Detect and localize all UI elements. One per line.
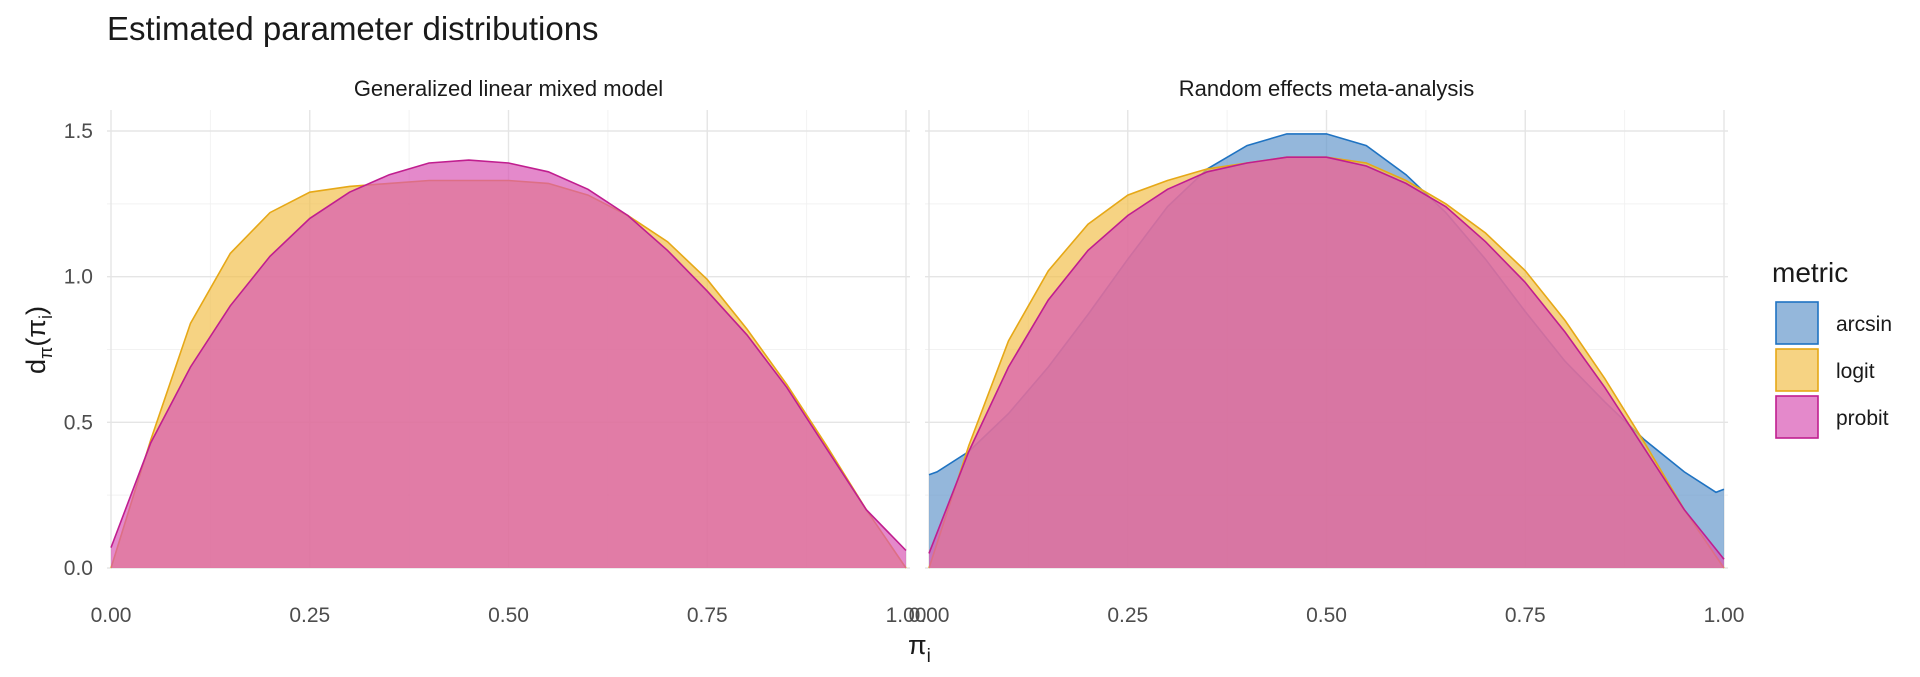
x-tick-label: 1.00 [1704,604,1745,627]
x-tick-label: 0.50 [488,604,529,627]
x-tick-label: 0.25 [1107,604,1148,627]
chart-title: Estimated parameter distributions [107,10,599,47]
legend-key-arcsin [1775,301,1819,345]
density-area-probit [111,160,906,568]
x-tick-label: 1.00 [886,604,927,627]
y-tick-label: 0.0 [64,557,93,580]
x-tick-label: 0.00 [91,604,132,627]
panel-areas [928,133,1725,569]
panel-y-ticks: 0.0 0.5 1.0 1.5 [64,120,93,580]
legend-label-logit: logit [1836,360,1875,383]
panel-strip-label: Random effects meta-analysis [1179,76,1475,101]
x-tick-label: 0.50 [1306,604,1347,627]
x-axis-title-sub: i [927,646,931,667]
y-tick-label: 1.5 [64,120,93,143]
y-axis-title-d: d [21,359,51,374]
density-area-probit [929,157,1724,568]
legend-label-probit: probit [1836,407,1889,430]
legend-title: metric [1772,257,1848,288]
legend-label-arcsin: arcsin [1836,313,1892,336]
panel-x-ticks: 0.00 0.25 0.50 0.75 1.00 [91,604,927,627]
y-axis-title-arg-sub: i [36,315,56,319]
legend-key-probit [1775,395,1819,439]
y-axis-title-close: ) [21,306,51,315]
density-line-probit [928,156,1725,560]
x-tick-label: 0.25 [289,604,330,627]
panel-glmm: Generalized linear mixed model 0.00 0.25 0… [64,76,927,627]
y-tick-label: 0.5 [64,411,93,434]
x-tick-label: 0.75 [687,604,728,627]
legend: metric arcsin logit probit [1772,257,1892,439]
y-axis-title-pi-sub: π [36,347,56,359]
y-tick-label: 1.0 [64,266,93,289]
x-axis-title: πi [908,630,931,667]
x-axis-title-main: π [908,630,927,660]
x-tick-label: 0.00 [909,604,950,627]
x-tick-label: 0.75 [1505,604,1546,627]
panel-meta-analysis: Random effects meta-analysis 0.00 0.25 0.5… [909,76,1745,627]
density-line-probit [110,159,907,552]
panel-areas [110,159,907,569]
legend-key-logit [1775,348,1819,392]
panel-x-ticks: 0.00 0.25 0.50 0.75 1.00 [909,604,1745,627]
y-axis-title-arg: (π [21,319,51,347]
panel-strip-label: Generalized linear mixed model [354,76,663,101]
y-axis-title: dπ(πi) [21,306,56,374]
